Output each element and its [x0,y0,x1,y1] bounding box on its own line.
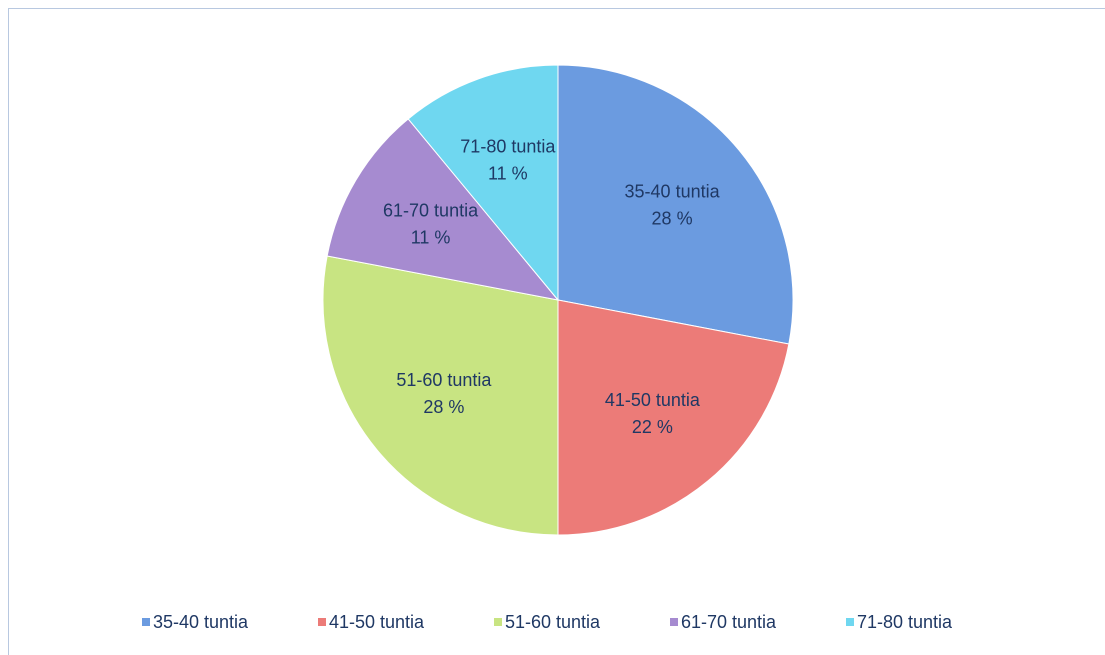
data-label-category: 35-40 tuntia [625,181,721,201]
legend-label: 61-70 tuntia [681,612,777,632]
legend-label: 51-60 tuntia [505,612,601,632]
data-label-category: 51-60 tuntia [396,370,492,390]
data-label-category: 61-70 tuntia [383,200,479,220]
legend-swatch [494,618,502,626]
data-label-value: 28 % [423,397,464,417]
pie-slice [326,118,560,301]
legend-label: 41-50 tuntia [329,612,425,632]
legend-swatch [318,618,326,626]
data-label-value: 11 % [488,163,528,183]
pie-slice [557,299,790,536]
legend-swatch [846,618,854,626]
legend-swatch [142,618,150,626]
legend-label: 71-80 tuntia [857,612,953,632]
data-label-category: 71-80 tuntia [460,136,556,156]
pie-slice [407,64,559,302]
pie-slice [557,64,794,345]
legend-label: 35-40 tuntia [153,612,249,632]
legend-swatch [670,618,678,626]
data-label-category: 41-50 tuntia [605,390,701,410]
pie-slice [322,255,559,536]
data-label-value: 11 % [411,227,451,247]
data-label-value: 28 % [652,208,693,228]
data-label-value: 22 % [632,417,673,437]
